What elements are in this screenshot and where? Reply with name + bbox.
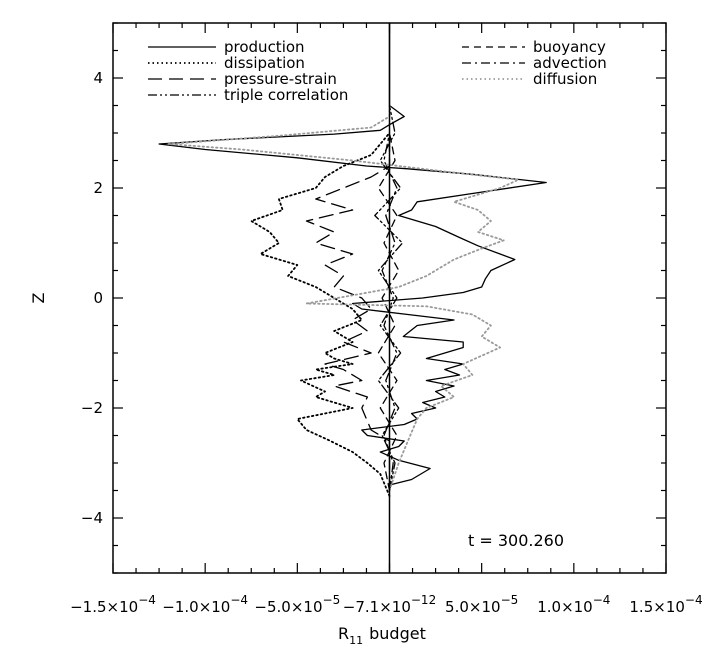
series-buoyancy <box>377 132 400 492</box>
x-tick-mantissa: 5.0×10 <box>445 598 501 616</box>
x-tick-exponent: −4 <box>593 593 611 607</box>
x-axis-title-subscript: 11 <box>349 634 363 647</box>
y-tick-label: −2 <box>81 399 103 417</box>
legend-label: dissipation <box>224 54 305 72</box>
axis-ticks <box>112 22 667 574</box>
series-dissipation <box>250 132 391 497</box>
y-tick-label: 4 <box>93 69 103 87</box>
series-production <box>158 22 547 492</box>
x-tick-exponent: −4 <box>138 593 156 607</box>
x-tick-mantissa: 1.5×10 <box>629 598 685 616</box>
legend-label: pressure-strain <box>224 70 337 88</box>
x-tick-exponent: −5 <box>323 593 341 607</box>
series-pressure-strain <box>305 132 391 492</box>
x-tick-exponent: −12 <box>411 593 436 607</box>
series-layer <box>158 22 547 497</box>
x-tick-exponent: −4 <box>230 593 248 607</box>
x-axis-title: R11 budget <box>338 624 426 647</box>
x-tick-mantissa: −5.0×10 <box>254 598 322 616</box>
x-tick-label: −5.0×10−5 <box>254 593 340 616</box>
x-axis-title-suffix: budget <box>369 624 426 643</box>
y-tick-label: 0 <box>93 289 103 307</box>
series-diffusion <box>167 104 520 492</box>
legend: productiondissipationpressure-straintrip… <box>148 38 607 104</box>
series-advection <box>381 132 398 492</box>
x-tick-mantissa: −7.1×10 <box>343 598 411 616</box>
x-tick-mantissa: −1.5×10 <box>70 598 138 616</box>
x-axis-title-main: R <box>338 624 349 643</box>
x-tick-label: 1.0×10−4 <box>537 593 610 616</box>
legend-label: production <box>224 38 305 56</box>
y-tick-label: −4 <box>81 509 103 527</box>
x-tick-exponent: −5 <box>501 593 519 607</box>
x-tick-label: −1.0×10−4 <box>162 593 248 616</box>
y-tick-label: 2 <box>93 179 103 197</box>
x-tick-label: 5.0×10−5 <box>445 593 518 616</box>
legend-label: diffusion <box>533 70 597 88</box>
legend-label: triple correlation <box>224 86 348 104</box>
x-tick-mantissa: 1.0×10 <box>537 598 593 616</box>
x-tick-label: −1.5×10−4 <box>70 593 156 616</box>
x-tick-mantissa: −1.0×10 <box>162 598 230 616</box>
x-tick-label: 1.5×10−4 <box>629 593 702 616</box>
legend-label: advection <box>533 54 607 72</box>
x-tick-label: −7.1×10−12 <box>343 593 436 616</box>
annotation-time: t = 300.260 <box>468 531 564 550</box>
x-tick-exponent: −4 <box>685 593 703 607</box>
legend-label: buoyancy <box>533 38 606 56</box>
y-axis-title: Z <box>29 292 48 303</box>
